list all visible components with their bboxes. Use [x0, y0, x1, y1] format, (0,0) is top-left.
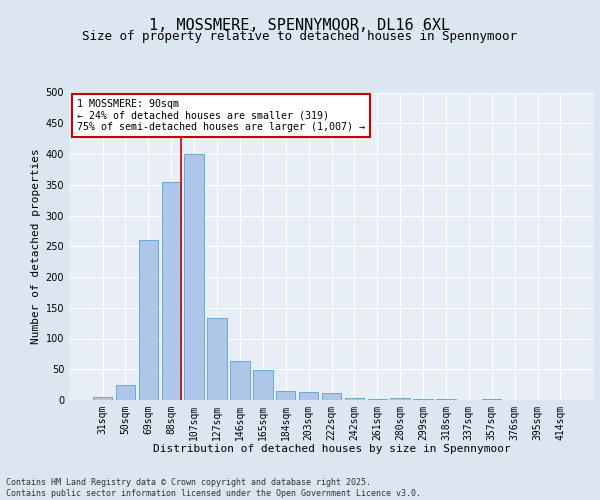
Bar	[208, 318, 227, 400]
Bar	[391, 398, 410, 400]
Bar	[139, 240, 158, 400]
Bar	[230, 362, 250, 400]
Bar	[276, 391, 295, 400]
Bar	[161, 182, 181, 400]
Bar	[116, 384, 135, 400]
Bar	[322, 392, 341, 400]
Text: 1 MOSSMERE: 90sqm
← 24% of detached houses are smaller (319)
75% of semi-detache: 1 MOSSMERE: 90sqm ← 24% of detached hous…	[77, 98, 365, 132]
Bar	[184, 154, 204, 400]
Text: 1, MOSSMERE, SPENNYMOOR, DL16 6XL: 1, MOSSMERE, SPENNYMOOR, DL16 6XL	[149, 18, 451, 32]
Bar	[344, 398, 364, 400]
Bar	[299, 392, 319, 400]
Bar	[253, 370, 272, 400]
Text: Contains HM Land Registry data © Crown copyright and database right 2025.
Contai: Contains HM Land Registry data © Crown c…	[6, 478, 421, 498]
X-axis label: Distribution of detached houses by size in Spennymoor: Distribution of detached houses by size …	[152, 444, 511, 454]
Y-axis label: Number of detached properties: Number of detached properties	[31, 148, 41, 344]
Bar	[93, 397, 112, 400]
Text: Size of property relative to detached houses in Spennymoor: Size of property relative to detached ho…	[83, 30, 517, 43]
